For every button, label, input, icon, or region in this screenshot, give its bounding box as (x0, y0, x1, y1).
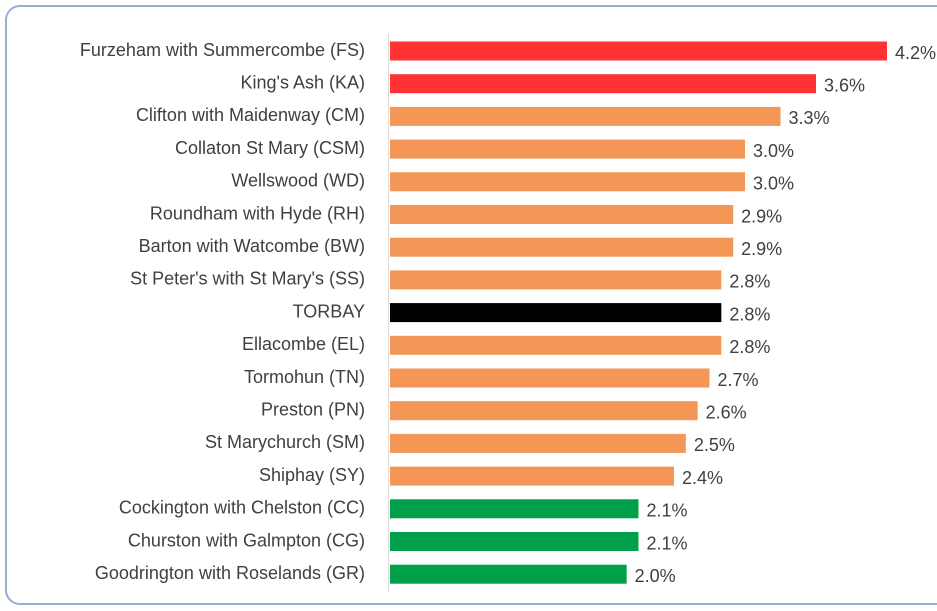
value-label: 3.0% (753, 174, 794, 194)
value-label: 2.8% (729, 304, 770, 324)
bar (390, 303, 722, 323)
bar (390, 433, 686, 453)
category-label: King's Ash (KA) (241, 72, 366, 92)
bar (390, 74, 816, 94)
value-label: 2.1% (647, 533, 688, 553)
bar (390, 172, 745, 192)
value-label: 2.6% (706, 402, 747, 422)
bar (390, 205, 734, 224)
bar (390, 499, 639, 519)
category-label: Collaton St Mary (CSM) (175, 138, 365, 158)
bar (390, 564, 627, 584)
value-label: 2.7% (718, 370, 759, 390)
bar (390, 466, 674, 486)
category-label: Wellswood (WD) (231, 171, 365, 191)
bar (390, 335, 722, 355)
value-label: 4.2% (895, 43, 936, 63)
value-label: 3.3% (789, 108, 830, 128)
category-label: Furzeham with Summercombe (FS) (80, 40, 365, 60)
bar (390, 106, 781, 126)
bar (390, 368, 710, 388)
bar (390, 41, 887, 61)
category-label: Ellacombe (EL) (242, 334, 365, 354)
value-label: 3.0% (753, 141, 794, 161)
value-label: 2.1% (647, 501, 688, 521)
category-label: Shiphay (SY) (259, 465, 365, 485)
value-label: 2.4% (682, 468, 723, 488)
category-label: Preston (PN) (261, 399, 365, 419)
value-label: 2.0% (635, 566, 676, 586)
bar (390, 532, 639, 551)
bar (390, 139, 745, 159)
category-label: St Peter's with St Mary's (SS) (130, 269, 365, 289)
bar (390, 401, 698, 421)
value-label: 2.9% (741, 206, 782, 226)
bar (390, 237, 734, 257)
category-label: Roundham with Hyde (RH) (150, 203, 365, 223)
bar (390, 270, 722, 290)
category-label: Goodrington with Roselands (GR) (95, 563, 365, 583)
value-label: 3.6% (824, 75, 865, 95)
category-label: Clifton with Maidenway (CM) (136, 105, 365, 125)
value-label: 2.9% (741, 239, 782, 259)
category-label: TORBAY (293, 301, 365, 321)
value-label: 2.8% (729, 272, 770, 292)
category-label: Cockington with Chelston (CC) (119, 498, 365, 518)
category-label: Churston with Galmpton (CG) (128, 530, 365, 550)
value-label: 2.8% (729, 337, 770, 357)
category-label: St Marychurch (SM) (205, 432, 365, 452)
category-label: Tormohun (TN) (244, 367, 365, 387)
value-label: 2.5% (694, 435, 735, 455)
category-label: Barton with Watcombe (BW) (139, 236, 365, 256)
